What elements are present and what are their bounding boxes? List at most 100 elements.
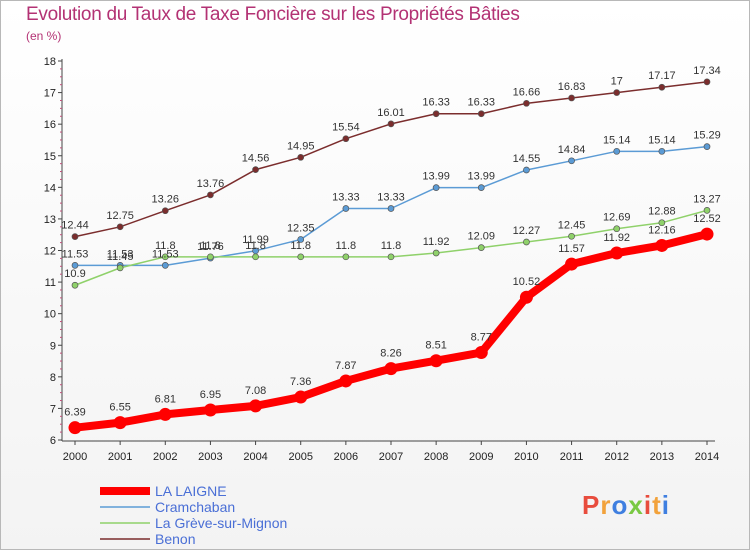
x-tick-label: 2003: [198, 451, 222, 463]
logo-letter: P: [582, 490, 601, 520]
y-tick-label: 12: [44, 246, 56, 258]
data-point: [297, 153, 305, 161]
data-label: 6.39: [64, 407, 85, 419]
data-point: [474, 346, 488, 360]
y-tick-label: 16: [44, 119, 56, 131]
x-tick-label: 2014: [695, 451, 719, 463]
data-point: [432, 184, 440, 191]
data-point: [71, 261, 79, 269]
data-label: 11.8: [381, 240, 402, 252]
data-point: [161, 261, 169, 269]
x-tick-label: 2012: [604, 451, 628, 463]
y-tick-label: 7: [50, 403, 56, 415]
logo-letter: o: [611, 490, 629, 520]
data-point: [477, 110, 485, 118]
x-tick-label: 2009: [469, 451, 493, 463]
data-label: 16.01: [377, 107, 405, 119]
data-point: [252, 253, 259, 261]
data-label: 13.99: [422, 171, 450, 183]
data-label: 14.55: [513, 153, 541, 165]
data-point: [342, 205, 350, 212]
data-label: 12.44: [61, 220, 89, 232]
data-label: 11.92: [423, 236, 450, 248]
logo-letter: t: [652, 490, 662, 520]
data-point: [342, 135, 350, 143]
x-tick-label: 2010: [514, 451, 538, 463]
data-label: 14.95: [287, 140, 315, 152]
data-point: [613, 89, 621, 96]
data-point: [161, 253, 169, 261]
data-label: 11.8: [290, 240, 311, 252]
data-label: 15.54: [332, 122, 360, 134]
data-label: 7.36: [290, 376, 311, 388]
data-point: [703, 78, 711, 86]
data-label: 8.51: [425, 340, 446, 352]
data-point: [161, 207, 169, 215]
x-tick-label: 2013: [650, 451, 674, 463]
data-point: [339, 374, 353, 388]
data-label: 12.16: [648, 224, 676, 236]
data-point: [477, 244, 485, 252]
y-tick-label: 6: [50, 435, 56, 447]
y-tick-label: 11: [45, 277, 56, 289]
data-point: [565, 257, 579, 271]
data-label: 11.53: [107, 248, 134, 260]
logo-letter: x: [628, 490, 644, 520]
x-tick-label: 2000: [63, 451, 87, 463]
data-label: 11.53: [152, 248, 179, 260]
data-label: 15.14: [648, 134, 676, 146]
data-label: 11.8: [200, 240, 221, 252]
data-label: 7.87: [335, 360, 356, 372]
data-point: [523, 238, 530, 246]
data-label: 12.52: [693, 213, 721, 225]
y-tick-label: 9: [50, 340, 56, 352]
data-point: [294, 390, 308, 404]
data-point: [113, 416, 127, 430]
legend-label: La Grève-sur-Mignon: [155, 515, 287, 531]
data-label: 8.77: [471, 332, 492, 344]
data-label: 12.69: [603, 212, 631, 224]
data-point: [432, 249, 440, 257]
data-point: [658, 147, 666, 155]
y-tick-label: 15: [44, 151, 56, 163]
data-label: 12.75: [106, 210, 134, 222]
data-label: 11.99: [242, 234, 269, 246]
y-tick-label: 18: [44, 56, 56, 68]
data-point: [568, 94, 575, 102]
data-point: [703, 207, 711, 214]
x-tick-label: 2005: [288, 451, 312, 463]
data-point: [342, 253, 350, 261]
data-label: 8.26: [380, 348, 401, 360]
data-label: 13.26: [152, 194, 180, 206]
data-point: [523, 99, 530, 107]
data-label: 12.35: [287, 222, 315, 234]
data-label: 14.84: [558, 144, 586, 156]
data-label: 11.92: [603, 232, 630, 244]
data-point: [207, 253, 214, 261]
x-tick-label: 2002: [153, 451, 177, 463]
data-label: 16.33: [422, 97, 450, 109]
data-point: [703, 143, 711, 150]
data-point: [568, 157, 575, 165]
data-label: 13.99: [468, 171, 496, 183]
data-label: 17.17: [648, 70, 676, 82]
chart-subtitle: (en %): [26, 29, 62, 43]
y-tick-label: 17: [44, 88, 56, 100]
data-point: [203, 403, 217, 417]
data-point: [387, 253, 395, 261]
legend-label: Benon: [155, 531, 195, 547]
data-label: 13.33: [332, 191, 360, 203]
logo-letter: i: [643, 490, 653, 520]
data-label: 11.8: [155, 240, 176, 252]
data-label: 6.81: [155, 393, 176, 405]
logo-letter: r: [600, 490, 612, 520]
data-point: [613, 225, 621, 233]
data-label: 12.27: [513, 225, 541, 237]
y-tick-label: 14: [44, 182, 56, 194]
data-point: [568, 232, 575, 240]
data-point: [519, 290, 533, 304]
data-point: [658, 219, 666, 227]
data-point: [610, 246, 624, 260]
data-point: [613, 147, 621, 155]
